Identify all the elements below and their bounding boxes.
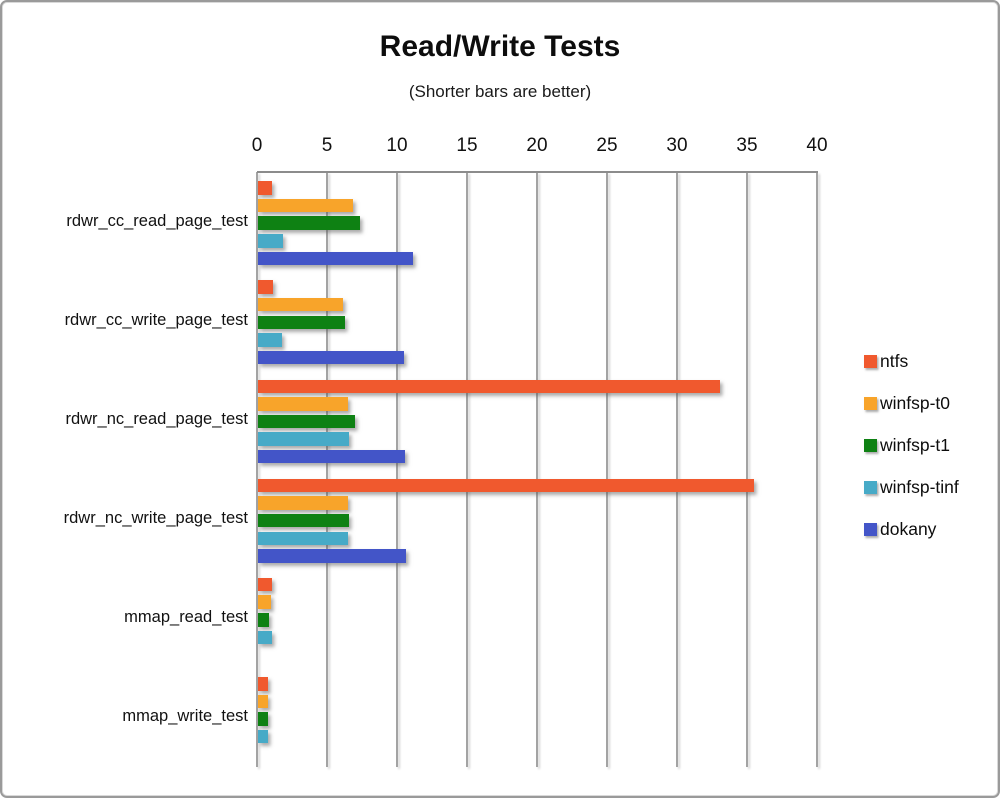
x-tick-label-35: 35	[736, 135, 758, 156]
bar-dokany-rdwr_nc_read_page_test	[258, 449, 405, 464]
x-tick-label-15: 15	[456, 135, 478, 156]
category-label-mmap_read_test: mmap_read_test	[124, 608, 248, 627]
bar-winfsp-t0-mmap_write_test	[258, 694, 268, 709]
bar-winfsp-tinf-rdwr_cc_read_page_test	[258, 234, 284, 248]
bar-ntfs-mmap_read_test	[258, 577, 272, 592]
bar-winfsp-t0-rdwr_cc_write_page_test	[258, 297, 344, 312]
bar-winfsp-t0-rdwr_cc_read_page_test	[258, 198, 354, 213]
legend-label-winfsp-tinf: winfsp-tinf	[880, 476, 959, 497]
legend-item-winfsp-tinf: winfsp-tinf	[864, 466, 959, 508]
x-tick-label-25: 25	[596, 135, 618, 156]
category-label-rdwr_cc_read_page_test: rdwr_cc_read_page_test	[66, 211, 248, 230]
gridline-10	[396, 172, 398, 767]
x-tick-label-40: 40	[806, 135, 828, 156]
gridline-35	[746, 172, 748, 767]
gridline-30	[676, 172, 678, 767]
legend-item-dokany: dokany	[864, 508, 959, 550]
bar-winfsp-t1-mmap_read_test	[258, 613, 270, 627]
x-tick-label-10: 10	[386, 135, 408, 156]
legend-label-dokany: dokany	[880, 518, 937, 539]
bar-dokany-rdwr_cc_read_page_test	[258, 251, 414, 266]
bar-dokany-rdwr_cc_write_page_test	[258, 350, 404, 365]
category-label-mmap_write_test: mmap_write_test	[122, 707, 248, 726]
bar-winfsp-t1-rdwr_cc_read_page_test	[258, 216, 361, 230]
bar-ntfs-rdwr_cc_read_page_test	[258, 181, 272, 195]
legend-swatch-winfsp-t0	[864, 396, 877, 410]
category-label-rdwr_cc_write_page_test: rdwr_cc_write_page_test	[64, 310, 248, 329]
bar-winfsp-t0-mmap_read_test	[258, 595, 271, 609]
bar-winfsp-t1-mmap_write_test	[258, 712, 268, 726]
legend-item-winfsp-t1: winfsp-t1	[864, 424, 959, 466]
bar-winfsp-t0-rdwr_nc_read_page_test	[258, 397, 348, 411]
chart-title: Read/Write Tests	[379, 30, 621, 63]
gridline-5	[326, 172, 328, 767]
legend-label-winfsp-t0: winfsp-t0	[880, 392, 951, 413]
bar-winfsp-tinf-rdwr_nc_write_page_test	[258, 531, 348, 545]
legend-item-winfsp-t0: winfsp-t0	[864, 382, 959, 424]
x-tick-label-30: 30	[666, 135, 688, 156]
legend-swatch-winfsp-t1	[864, 438, 877, 452]
gridline-25	[606, 172, 608, 767]
gridline-15	[466, 172, 468, 767]
bar-winfsp-t1-rdwr_nc_write_page_test	[258, 513, 349, 528]
gridline-40	[816, 172, 818, 767]
category-label-rdwr_nc_read_page_test: rdwr_nc_read_page_test	[65, 409, 248, 428]
chart-subtitle: (Shorter bars are better)	[408, 82, 592, 101]
x-axis-line	[257, 171, 818, 173]
legend-item-ntfs: ntfs	[864, 340, 959, 382]
category-label-rdwr_nc_write_page_test: rdwr_nc_write_page_test	[63, 509, 248, 528]
bar-dokany-rdwr_nc_write_page_test	[258, 549, 407, 563]
bar-winfsp-t1-rdwr_cc_write_page_test	[258, 315, 345, 330]
bar-winfsp-t0-rdwr_nc_write_page_test	[258, 496, 348, 510]
bar-ntfs-rdwr_nc_write_page_test	[258, 478, 754, 493]
x-tick-label-5: 5	[321, 135, 333, 156]
bar-winfsp-tinf-rdwr_nc_read_page_test	[258, 432, 349, 446]
bar-winfsp-tinf-rdwr_cc_write_page_test	[258, 333, 282, 347]
bar-ntfs-rdwr_cc_write_page_test	[258, 280, 274, 294]
legend-swatch-ntfs	[864, 354, 877, 368]
legend-swatch-dokany	[864, 522, 877, 536]
legend-label-winfsp-t1: winfsp-t1	[880, 434, 951, 455]
bar-winfsp-tinf-mmap_write_test	[258, 729, 268, 744]
gridline-20	[536, 172, 538, 767]
gridline-0	[256, 172, 258, 767]
legend-swatch-winfsp-tinf	[864, 480, 877, 494]
plot-area	[257, 172, 817, 767]
bar-ntfs-mmap_write_test	[258, 677, 268, 691]
bar-ntfs-rdwr_nc_read_page_test	[258, 379, 720, 394]
legend: ntfs winfsp-t0 winfsp-t1 winfsp-tinf dokany	[864, 340, 959, 550]
bar-winfsp-t1-rdwr_nc_read_page_test	[258, 414, 355, 429]
x-tick-label-20: 20	[526, 135, 548, 156]
x-tick-label-0: 0	[251, 135, 263, 156]
legend-label-ntfs: ntfs	[880, 350, 909, 371]
bar-winfsp-tinf-mmap_read_test	[258, 630, 272, 645]
